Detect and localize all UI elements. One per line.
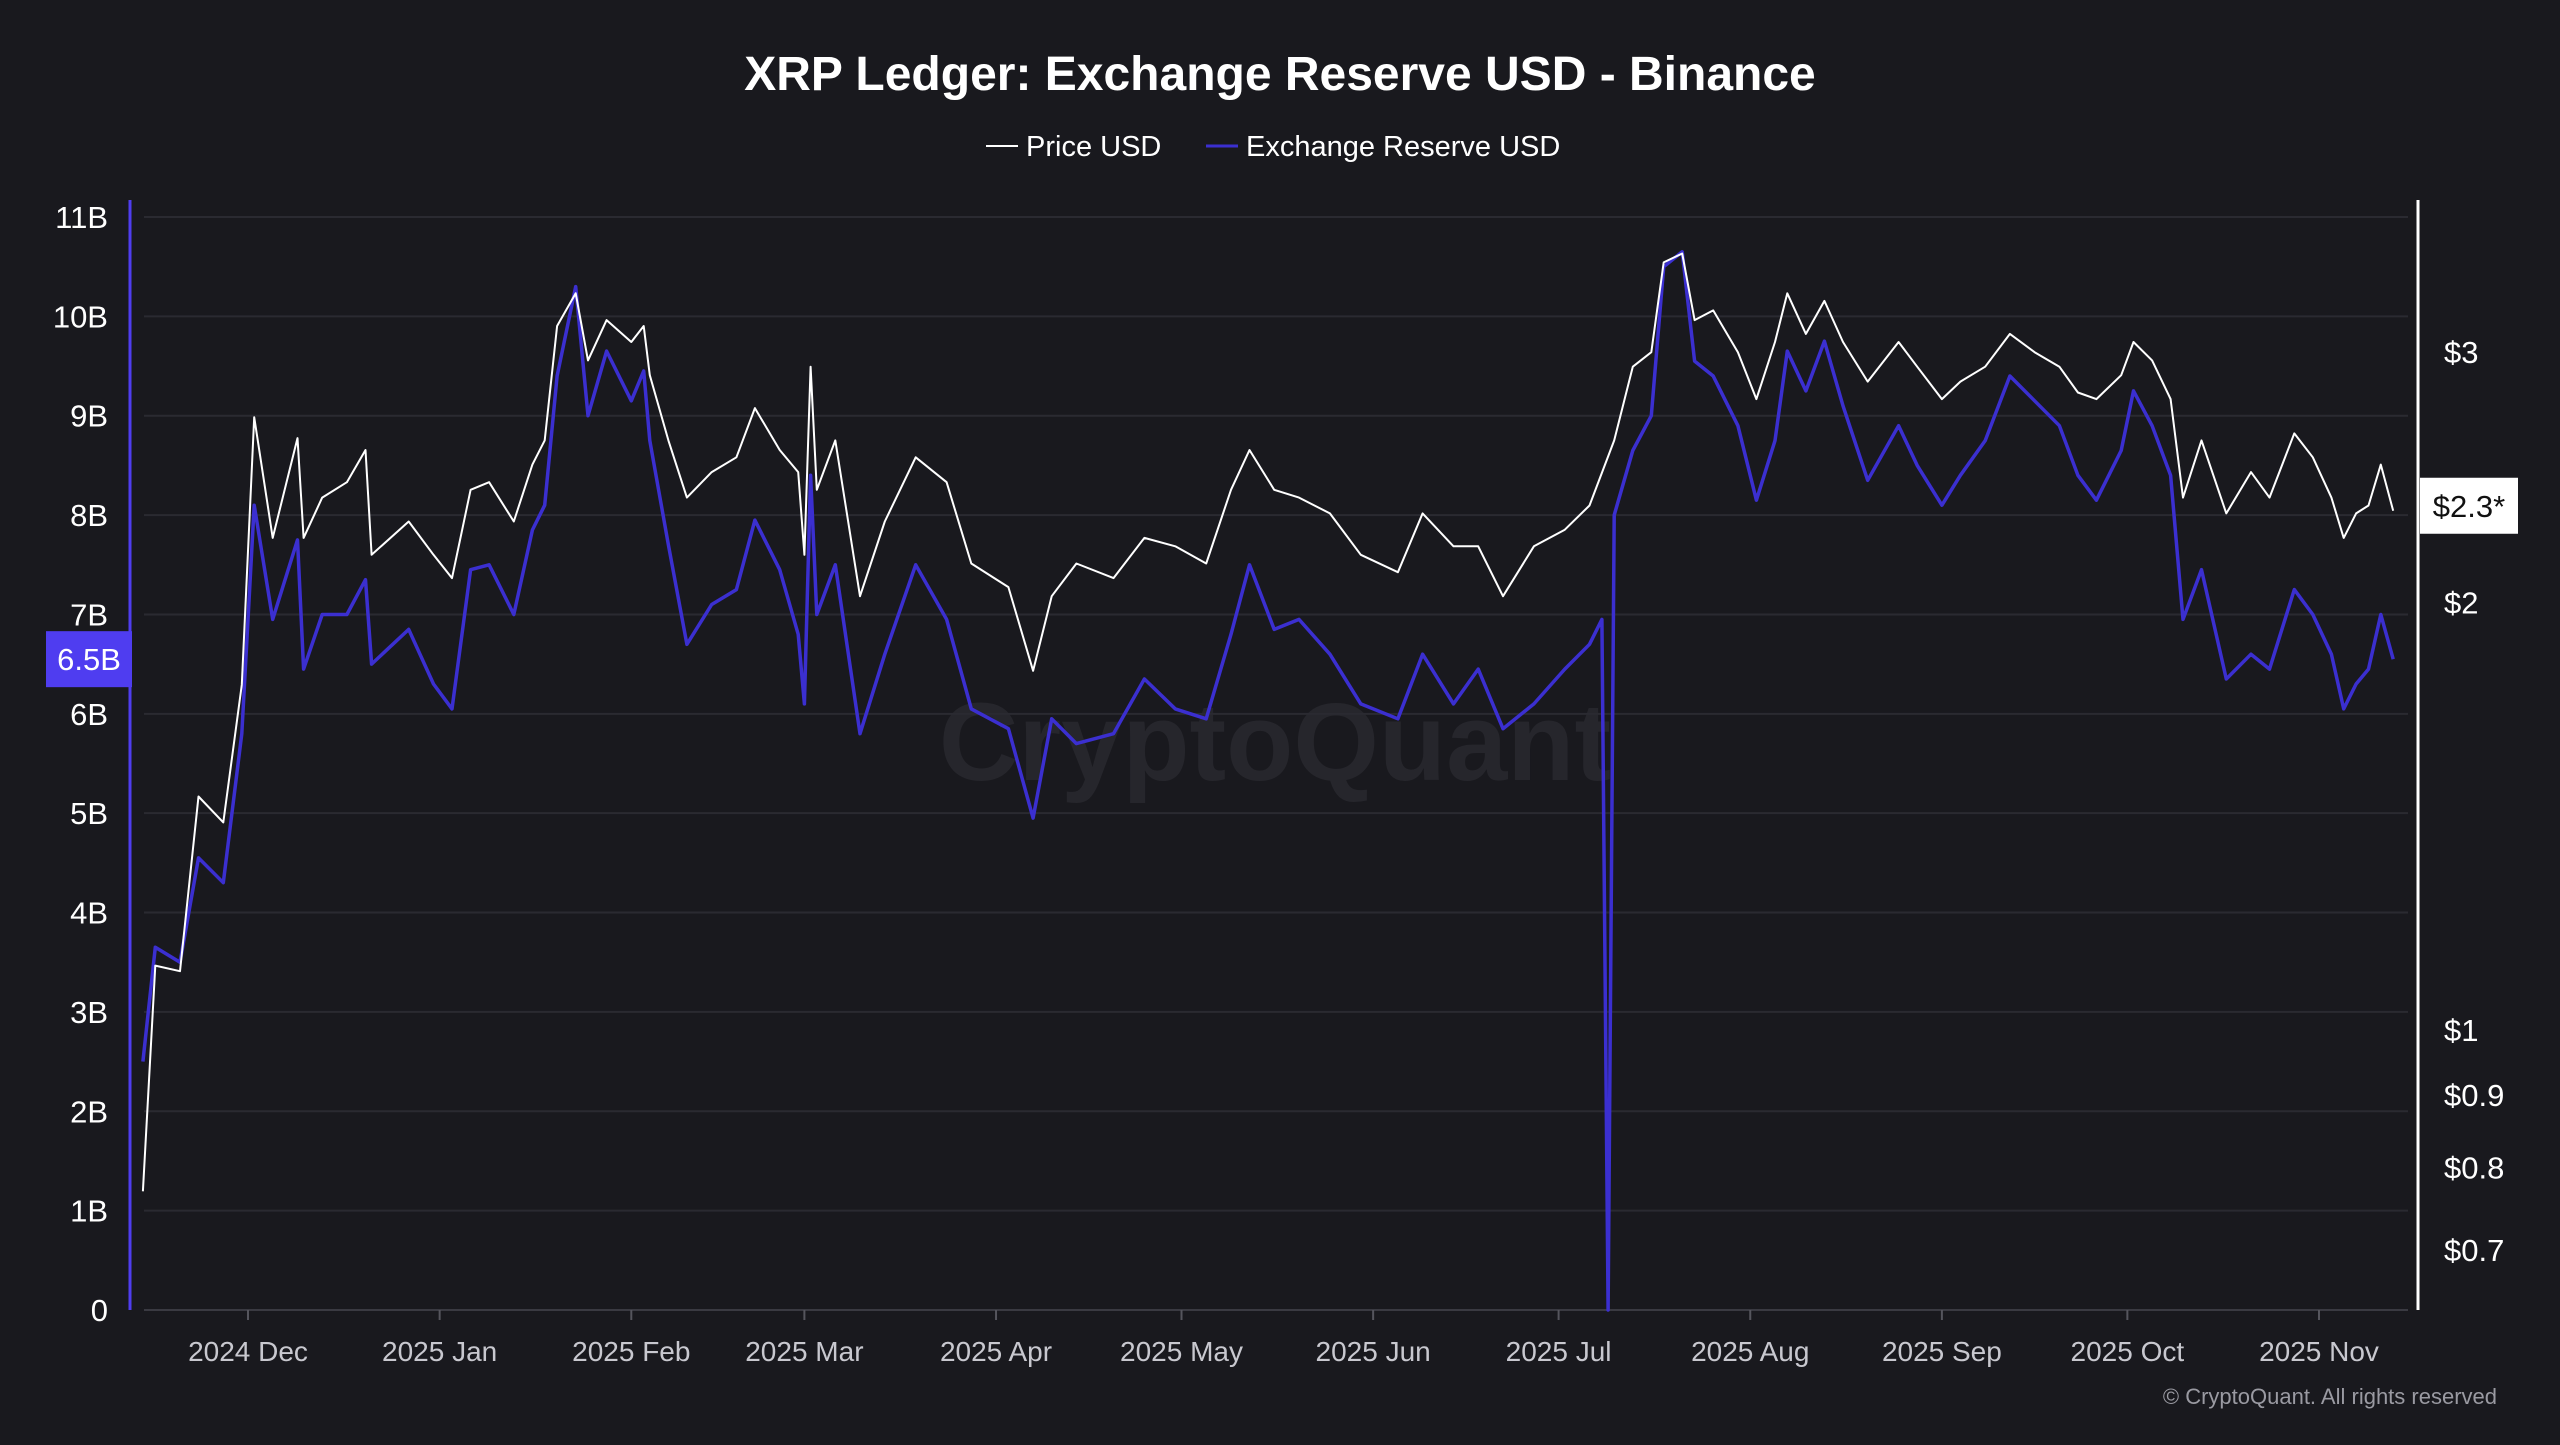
y-left-tick-label: 9B [70,399,108,434]
y-right-tick-label: $2 [2444,585,2478,620]
x-tick-label: 2025 Sep [1882,1336,2002,1367]
x-tick-label: 2025 May [1120,1336,1243,1367]
y-right-tick-label: $0.8 [2444,1151,2504,1186]
legend: Price USD Exchange Reserve USD [986,131,1560,163]
x-tick-label: 2025 Apr [940,1336,1052,1367]
x-tick-label: 2025 Nov [2259,1336,2379,1367]
y-right-tick-label: $1 [2444,1013,2478,1048]
legend-label-reserve[interactable]: Exchange Reserve USD [1246,131,1560,163]
y-left-tick-label: 8B [70,498,108,533]
y-left-tick-label: 7B [70,597,108,632]
legend-label-price[interactable]: Price USD [1026,131,1161,163]
x-tick-label: 2025 Feb [572,1336,690,1367]
reserve-current-badge [46,631,132,688]
y-right-tick-label: $0.9 [2444,1078,2504,1113]
series-line-exchange-reserve[interactable] [141,250,2395,1312]
y-left-tick-label: 10B [53,299,108,334]
price-current-value: $2.3* [2433,489,2505,524]
watermark: CryptoQuant [939,681,1611,804]
y-right-tick-label: $0.7 [2444,1233,2504,1268]
series-line-price[interactable] [141,252,2395,1192]
y-left-axis: 0 1B 2B 3B 4B 5B 6B 7B 8B 9B 10B 11B [53,200,108,1328]
chart-title: XRP Ledger: Exchange Reserve USD - Binan… [744,48,1816,101]
y-left-tick-label: 2B [70,1094,108,1129]
copyright: © CryptoQuant. All rights reserved [2163,1384,2497,1409]
x-tick-label: 2025 Oct [2071,1336,2185,1367]
y-left-tick-label: 11B [55,200,108,235]
x-tick-label: 2025 Jul [1506,1336,1612,1367]
y-right-tick-label: $3 [2444,335,2478,370]
reserve-current-value: 6.5B [57,642,121,677]
current-value-badges: 6.5B $2.3* [46,477,2518,688]
x-tick-label: 2024 Dec [188,1336,308,1367]
y-left-tick-label: 4B [70,896,108,931]
plot-area[interactable] [141,250,2395,1312]
x-tick-label: 2025 Mar [745,1336,863,1367]
y-right-axis: $3 $2 $1 $0.9 $0.8 $0.7 [2444,335,2504,1268]
x-axis: 2024 Dec 2025 Jan 2025 Feb 2025 Mar 2025 Apr… [188,1310,2379,1367]
y-left-tick-label: 5B [70,796,108,831]
x-tick-label: 2025 Jan [382,1336,497,1367]
x-tick-label: 2025 Aug [1691,1336,1809,1367]
x-tick-label: 2025 Jun [1316,1336,1431,1367]
y-left-tick-label: 1B [70,1194,108,1229]
price-current-badge [2420,477,2518,534]
y-left-tick-label: 3B [70,995,108,1030]
y-left-tick-label: 6B [70,697,108,732]
grid [144,216,2408,1311]
y-left-tick-label: 0 [91,1293,108,1328]
